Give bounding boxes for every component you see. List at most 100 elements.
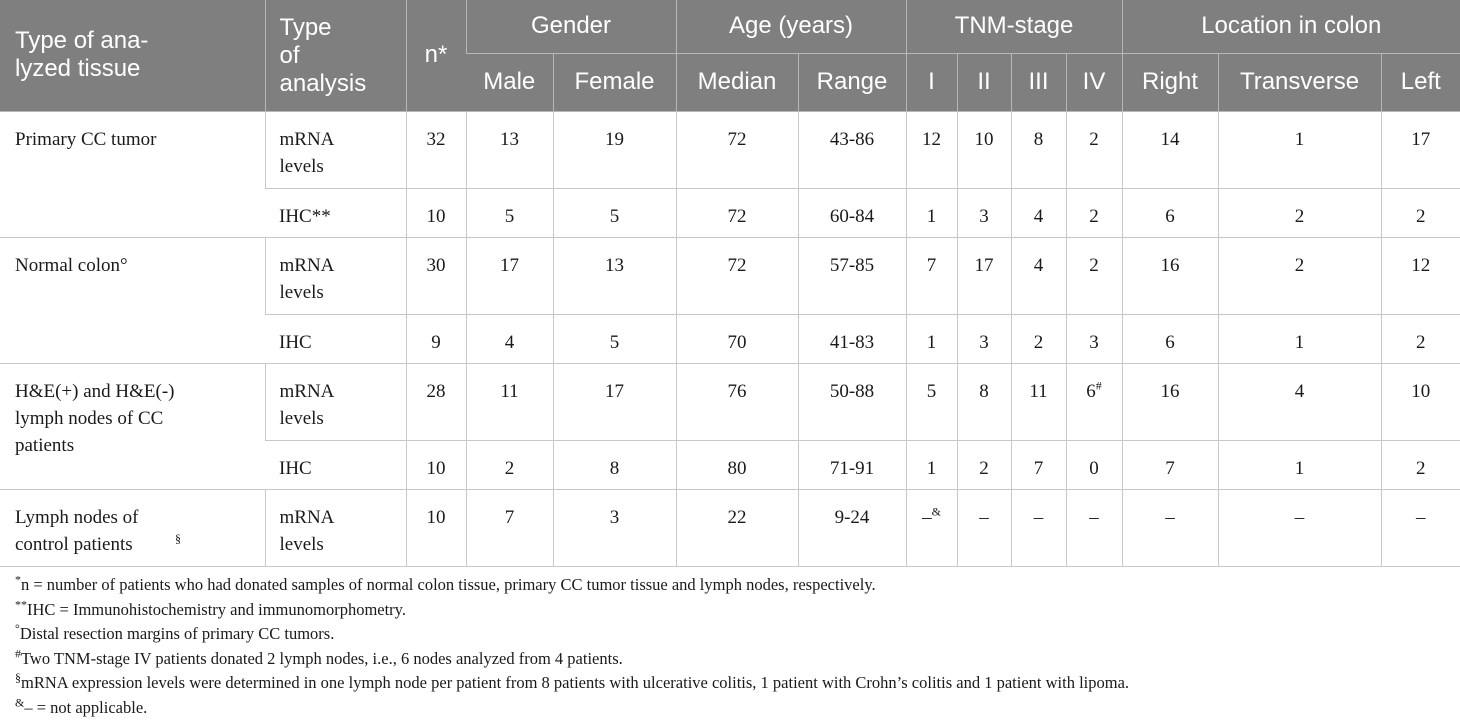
female-cell: 3	[552, 489, 676, 567]
male-cell: 11	[465, 363, 553, 441]
female-cell: 5	[552, 188, 676, 238]
female-cell: 5	[552, 314, 676, 364]
footnote: °Distal resection margins of primary CC …	[15, 621, 335, 644]
header-male: Male	[466, 53, 553, 112]
table-row: IHC 9 4 5 70 41-83 1 3 2 3 6 1 2	[0, 314, 1460, 364]
male-cell: 17	[465, 237, 553, 315]
range-cell: 50-88	[797, 363, 907, 441]
footnote: **IHC = Immunohistochemistry and immunom…	[15, 597, 406, 619]
transverse-cell: 1	[1217, 440, 1382, 490]
female-cell: 8	[552, 440, 676, 490]
footnote: §mRNA expression levels were determined …	[15, 670, 1130, 693]
table-row: IHC 10 2 8 80 71-91 1 2 7 0 7 1 2	[0, 440, 1460, 490]
analysis-cell: mRNA levels	[264, 111, 406, 189]
header-female: Female	[552, 53, 676, 112]
stage-iii-cell: 4	[1010, 188, 1067, 238]
header-transverse: Transverse	[1217, 53, 1382, 112]
right-cell: 16	[1121, 237, 1219, 315]
analysis-cell: IHC	[265, 314, 406, 364]
female-cell: 13	[552, 237, 676, 315]
range-cell: 71-91	[797, 440, 907, 490]
header-left: Left	[1380, 53, 1460, 112]
stage-iii-cell: 7	[1010, 440, 1067, 490]
stage-iii-cell: 4	[1010, 237, 1067, 315]
header-range: Range	[797, 53, 907, 112]
footnote-mark-hash: #	[1095, 378, 1102, 393]
stage-iv-cell: 6#	[1065, 363, 1123, 441]
left-cell: 2	[1380, 188, 1460, 238]
median-cell: 76	[675, 363, 798, 441]
stage-iii-cell: 11	[1010, 363, 1067, 441]
male-cell: 7	[465, 489, 553, 567]
stage-ii-cell: 8	[956, 363, 1012, 441]
footnote-mark-ampersand: &	[931, 504, 941, 519]
left-cell: 12	[1380, 237, 1460, 315]
footnote-mark-section: §	[175, 531, 181, 546]
footnote: *n = number of patients who had donated …	[15, 572, 876, 595]
stage-i-cell: 1	[905, 188, 958, 238]
n-cell: 10	[405, 440, 466, 490]
stage-iv-cell: 2	[1065, 111, 1123, 189]
median-cell: 70	[675, 314, 798, 364]
stage-ii-cell: 3	[956, 314, 1012, 364]
table-row: Lymph nodes of control patients § mRNA le…	[0, 489, 1460, 567]
median-cell: 80	[675, 440, 798, 490]
header-tnm-stage: TNM-stage	[905, 0, 1123, 54]
n-cell: 28	[405, 363, 466, 441]
transverse-cell: 1	[1217, 314, 1382, 364]
transverse-cell: 2	[1217, 188, 1382, 238]
range-cell: 9-24	[797, 489, 907, 567]
female-cell: 17	[552, 363, 676, 441]
stage-i-cell: 5	[905, 363, 958, 441]
tissue-cell: Primary CC tumor	[0, 111, 265, 238]
n-cell: 9	[405, 314, 466, 364]
right-cell: 16	[1121, 363, 1219, 441]
footnotes: *n = number of patients who had donated …	[15, 573, 1129, 720]
left-cell: 10	[1380, 363, 1460, 441]
header-stage-iii: III	[1010, 53, 1067, 112]
stage-ii-cell: –	[956, 489, 1012, 567]
n-cell: 10	[405, 489, 466, 567]
male-cell: 13	[465, 111, 553, 189]
n-cell: 32	[405, 111, 466, 189]
male-cell: 5	[465, 188, 553, 238]
stage-i-cell: 1	[905, 314, 958, 364]
stage-iii-cell: 2	[1010, 314, 1067, 364]
stage-iv-cell: –	[1065, 489, 1123, 567]
header-right: Right	[1121, 53, 1219, 112]
header-median: Median	[675, 53, 798, 112]
header-stage-i: I	[905, 53, 958, 112]
male-cell: 4	[465, 314, 553, 364]
stage-i-cell: 7	[905, 237, 958, 315]
left-cell: 17	[1380, 111, 1460, 189]
transverse-cell: 2	[1217, 237, 1382, 315]
stage-ii-cell: 3	[956, 188, 1012, 238]
header-stage-iv: IV	[1065, 53, 1123, 112]
stage-ii-cell: 2	[956, 440, 1012, 490]
left-cell: 2	[1380, 314, 1460, 364]
stage-iv-cell: 2	[1065, 237, 1123, 315]
range-cell: 60-84	[797, 188, 907, 238]
n-cell: 10	[405, 188, 466, 238]
table-row: H&E(+) and H&E(-) lymph nodes of CC pati…	[0, 363, 1460, 490]
header-location: Location in colon	[1121, 0, 1460, 54]
stage-i-cell: –&	[905, 489, 958, 567]
analysis-cell: IHC	[265, 440, 406, 490]
table-row: IHC** 10 5 5 72 60-84 1 3 4 2 6 2 2	[0, 188, 1460, 238]
analysis-cell: mRNA levels	[264, 489, 406, 567]
tissue-cell: H&E(+) and H&E(-) lymph nodes of CC pati…	[0, 363, 265, 490]
range-cell: 57-85	[797, 237, 907, 315]
left-cell: –	[1380, 489, 1460, 567]
right-cell: 6	[1121, 188, 1219, 238]
table-header: Type of ana-lyzed tissue Type of analysis …	[0, 0, 1460, 112]
header-type-of-analysis: Type of analysis	[264, 0, 406, 112]
stage-iii-cell: –	[1010, 489, 1067, 567]
header-gender: Gender	[465, 0, 676, 54]
header-n: n*	[405, 0, 466, 112]
tissue-cell: Lymph nodes of control patients §	[0, 489, 265, 567]
analysis-cell: mRNA levels	[264, 363, 406, 441]
header-type-of-tissue: Type of ana-lyzed tissue	[0, 0, 265, 112]
patient-characteristics-table: Type of ana-lyzed tissue Type of analysis …	[0, 0, 1460, 567]
median-cell: 72	[675, 188, 798, 238]
median-cell: 72	[675, 237, 798, 315]
